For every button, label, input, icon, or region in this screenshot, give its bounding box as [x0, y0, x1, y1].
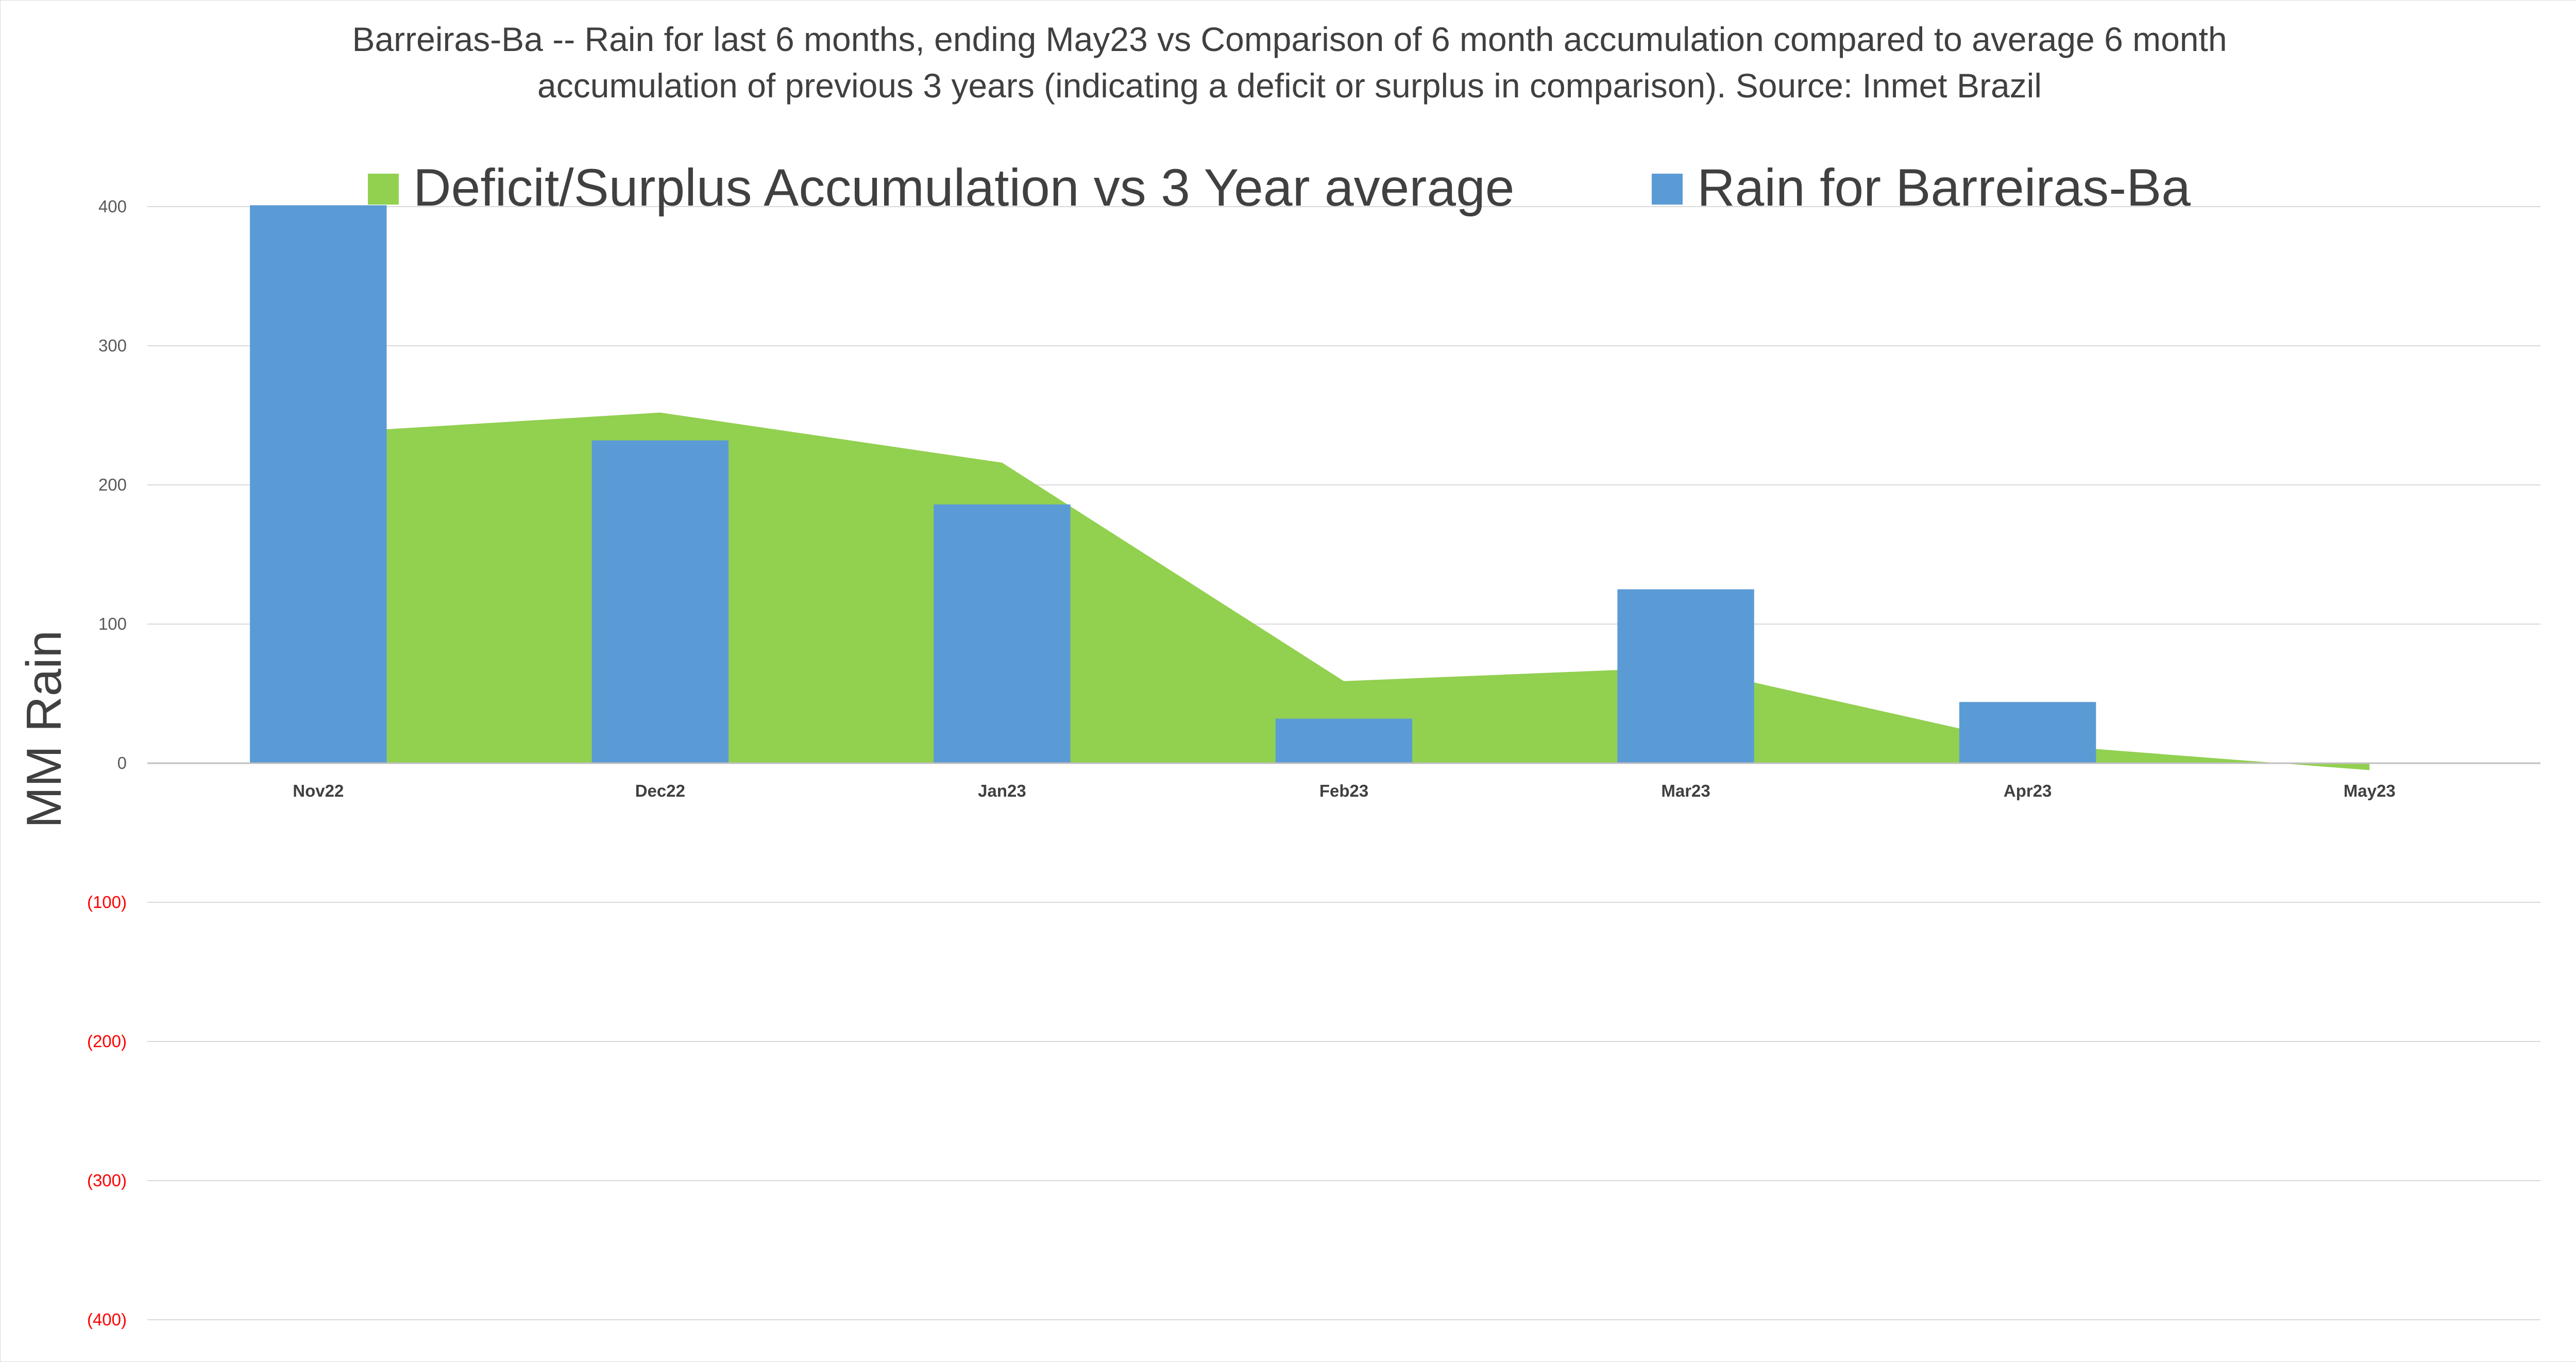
- area-series-deficit-surplus: [318, 412, 2370, 770]
- x-tick-label: Mar23: [1661, 781, 1710, 800]
- y-axis-ticks: 400 300 200 100 0 (100) (200) (300) (400): [87, 197, 127, 1329]
- y-tick-label: 400: [98, 197, 127, 216]
- x-tick-label: Jan23: [978, 781, 1026, 800]
- chart-title-line-2: accumulation of previous 3 years (indica…: [537, 66, 2042, 105]
- y-tick-label: (300): [87, 1171, 127, 1190]
- x-tick-label: Nov22: [293, 781, 344, 800]
- chart-title-line-1: Barreiras-Ba -- Rain for last 6 months, …: [352, 20, 2227, 58]
- legend-swatch-bar: [1652, 174, 1683, 205]
- y-tick-label: (400): [87, 1310, 127, 1329]
- y-axis-title: MM Rain: [16, 630, 72, 828]
- y-tick-label: 100: [98, 614, 127, 633]
- legend-label-bar: Rain for Barreiras-Ba: [1697, 158, 2191, 217]
- bar-rain-jan23: [934, 504, 1071, 763]
- legend: Deficit/Surplus Accumulation vs 3 Year a…: [368, 158, 2191, 217]
- y-tick-label: 300: [98, 336, 127, 355]
- legend-swatch-area: [368, 174, 399, 205]
- y-tick-label: (200): [87, 1032, 127, 1051]
- bar-series-layer: [250, 205, 2096, 763]
- y-tick-label: 200: [98, 475, 127, 494]
- x-axis-ticks: Nov22 Dec22 Jan23 Feb23 Mar23 Apr23 May23: [293, 781, 2395, 800]
- x-tick-label: Feb23: [1319, 781, 1368, 800]
- y-tick-label: 0: [117, 753, 127, 772]
- bar-rain-dec22: [591, 440, 729, 763]
- legend-label-area: Deficit/Surplus Accumulation vs 3 Year a…: [413, 158, 1515, 217]
- x-tick-label: Apr23: [2004, 781, 2052, 800]
- bar-rain-nov22: [250, 205, 387, 763]
- y-tick-label: (100): [87, 893, 127, 912]
- bar-rain-apr23: [1959, 702, 2096, 763]
- bar-rain-feb23: [1275, 718, 1413, 763]
- area-series-layer: [318, 412, 2370, 770]
- bar-rain-mar23: [1617, 589, 1754, 763]
- x-tick-label: Dec22: [635, 781, 685, 800]
- x-tick-label: May23: [2344, 781, 2396, 800]
